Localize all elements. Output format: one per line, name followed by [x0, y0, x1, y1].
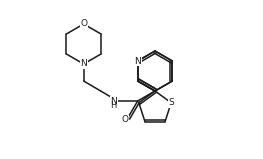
- Text: H: H: [110, 101, 117, 111]
- Text: N: N: [134, 56, 141, 66]
- Text: N: N: [80, 59, 87, 69]
- Text: N: N: [110, 97, 117, 106]
- Text: S: S: [168, 98, 174, 107]
- Text: O: O: [121, 115, 128, 124]
- Text: N: N: [80, 59, 87, 69]
- Text: O: O: [80, 20, 87, 28]
